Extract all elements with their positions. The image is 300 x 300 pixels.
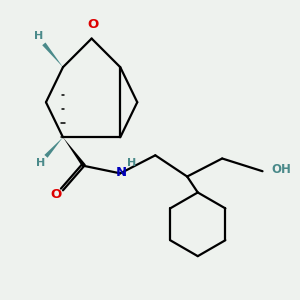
Text: H: H [36,158,45,169]
Text: O: O [87,18,98,31]
Polygon shape [42,43,63,67]
Text: H: H [127,158,136,168]
Text: N: N [116,166,127,179]
Text: H: H [34,31,43,41]
Polygon shape [63,137,86,167]
Polygon shape [44,137,63,158]
Text: O: O [50,188,61,201]
Text: OH: OH [271,163,291,176]
